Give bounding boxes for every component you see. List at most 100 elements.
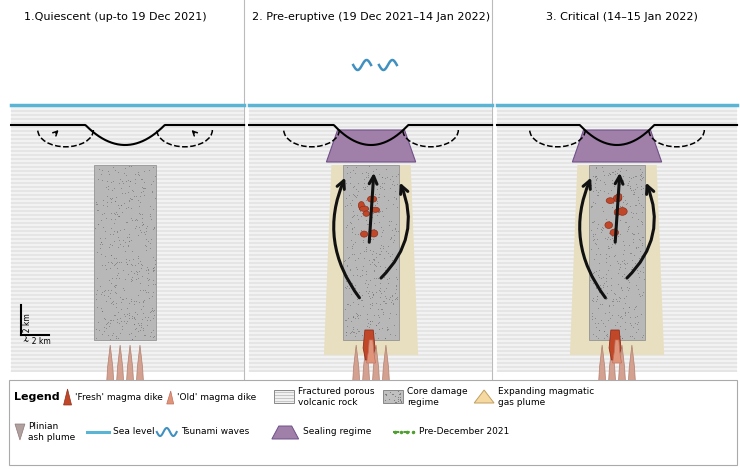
Point (340, 328, 352, 336)
Point (369, 201, 380, 209)
Point (127, 196, 138, 203)
Point (591, 174, 603, 182)
Point (137, 287, 149, 294)
Point (109, 198, 121, 205)
Point (118, 226, 130, 233)
Point (383, 274, 394, 282)
Point (91, 286, 103, 294)
Point (611, 331, 623, 339)
Point (369, 256, 380, 263)
Point (623, 222, 635, 229)
Point (146, 304, 158, 312)
Point (354, 206, 366, 213)
Point (121, 218, 132, 226)
Point (637, 185, 649, 192)
Point (617, 172, 629, 180)
Polygon shape (362, 345, 370, 390)
Point (352, 187, 363, 195)
Point (374, 306, 386, 313)
Point (357, 210, 369, 217)
Point (379, 391, 391, 398)
Point (390, 285, 402, 293)
Point (376, 305, 388, 313)
Point (384, 330, 396, 337)
Point (375, 289, 387, 297)
Point (345, 317, 357, 324)
Point (340, 277, 352, 284)
Point (350, 263, 362, 271)
Point (122, 242, 134, 249)
Point (356, 296, 368, 304)
Point (144, 317, 155, 324)
Point (374, 207, 386, 214)
Point (634, 292, 646, 299)
Point (593, 274, 605, 281)
Point (115, 305, 127, 313)
Point (380, 299, 392, 306)
Point (591, 172, 602, 180)
Point (367, 330, 379, 337)
Point (117, 242, 129, 250)
Point (106, 242, 118, 249)
Point (608, 334, 619, 342)
Point (111, 315, 123, 322)
Point (135, 210, 147, 217)
Point (362, 289, 374, 297)
Point (381, 325, 393, 332)
Point (637, 268, 649, 276)
Point (357, 266, 369, 274)
Point (132, 254, 144, 262)
Point (363, 287, 374, 294)
Point (142, 281, 154, 289)
Point (604, 302, 616, 309)
Point (391, 204, 403, 211)
Point (349, 192, 361, 199)
Point (351, 312, 363, 320)
Point (381, 326, 393, 333)
Point (360, 210, 372, 217)
Point (369, 260, 380, 268)
Point (105, 286, 117, 294)
Point (107, 164, 119, 171)
Point (608, 199, 619, 207)
Point (619, 309, 631, 317)
Point (344, 329, 356, 337)
Point (377, 227, 389, 234)
Point (589, 319, 601, 327)
Point (363, 236, 374, 243)
Point (115, 201, 127, 208)
Point (591, 225, 603, 232)
Point (339, 317, 351, 324)
Point (149, 266, 161, 274)
Point (129, 320, 141, 328)
Point (111, 265, 123, 272)
Point (597, 319, 609, 327)
Point (630, 201, 642, 209)
Point (616, 177, 628, 184)
Point (104, 264, 116, 272)
Point (141, 316, 153, 323)
Point (340, 316, 352, 324)
Point (613, 269, 625, 276)
Point (366, 317, 377, 324)
Point (627, 229, 639, 236)
Point (346, 225, 358, 233)
Point (386, 227, 398, 234)
Point (359, 201, 371, 208)
Point (605, 326, 616, 333)
Point (141, 263, 153, 270)
Point (591, 298, 602, 305)
Point (108, 261, 120, 269)
Point (590, 176, 602, 183)
Point (147, 177, 158, 184)
Point (360, 182, 372, 189)
Point (630, 180, 642, 188)
Point (636, 251, 648, 258)
Point (585, 274, 596, 281)
Point (384, 294, 396, 301)
Point (348, 328, 360, 336)
Point (123, 299, 135, 306)
Point (137, 273, 149, 280)
Point (116, 177, 128, 185)
Point (122, 188, 134, 196)
